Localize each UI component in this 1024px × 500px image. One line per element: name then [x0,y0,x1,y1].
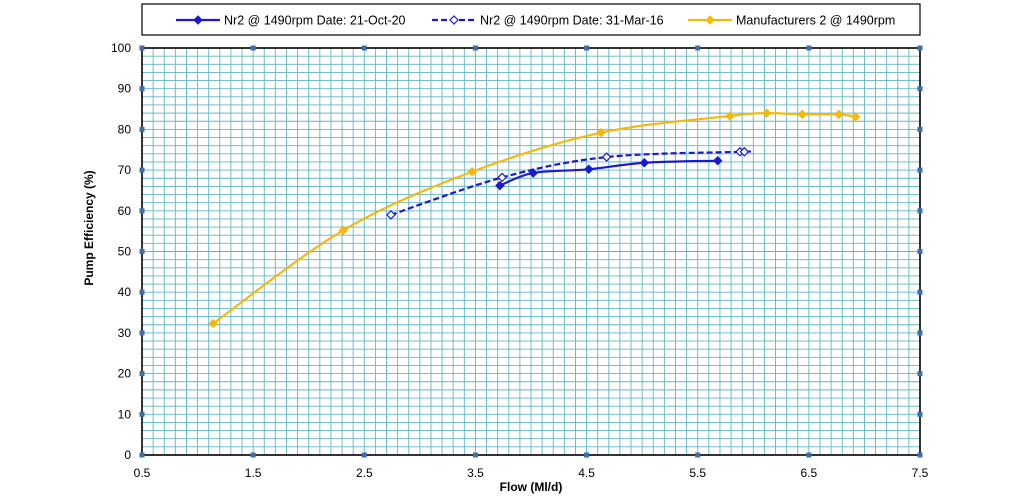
y-axis-title: Pump Efficiency (%) [82,170,96,285]
y-tick-mark-right [917,289,923,295]
y-tick-mark [139,411,145,417]
x-tick-mark-top [361,45,367,51]
data-point [208,318,218,329]
legend-label: Nr2 @ 1490rpm Date: 21-Oct-20 [224,14,406,28]
y-tick-mark-right [917,371,923,377]
y-tick-mark-right [917,167,923,173]
legend-label: Nr2 @ 1490rpm Date: 31-Mar-16 [480,14,664,28]
y-tick-label: 0 [124,448,131,462]
y-tick-label: 90 [118,82,132,96]
y-tick-mark [139,249,145,254]
y-tick-mark-right [917,249,923,254]
data-point [739,146,750,157]
y-tick-mark-right [917,452,923,458]
x-tick-label: 2.5 [356,466,373,480]
data-point [596,127,606,138]
y-tick-mark [139,371,145,377]
y-tick-label: 10 [118,407,132,421]
y-tick-mark-right [917,86,923,92]
y-tick-mark [139,452,145,458]
legend-label: Manufacturers 2 @ 1490rpm [736,14,895,28]
legend-marker [449,15,459,25]
x-tick-mark [250,452,256,458]
legend-item-1: Nr2 @ 1490rpm Date: 21-Oct-20 [176,14,406,28]
x-tick-label: 3.5 [467,466,484,480]
y-tick-mark [139,45,145,51]
series [208,108,861,329]
x-tick-mark [695,452,701,458]
x-tick-mark-top [584,45,590,51]
data-point [797,109,807,120]
data-point [495,180,505,191]
data-point [386,210,396,220]
data-point [467,166,477,177]
y-tick-label: 30 [118,326,132,340]
y-tick-label: 40 [118,285,132,299]
legend-marker [705,15,715,25]
legend: Nr2 @ 1490rpm Date: 21-Oct-20 Nr2 @ 1490r… [141,3,921,36]
x-tick-label: 4.5 [578,466,595,480]
grid [141,47,921,456]
axes: 0.5 1.5 2.5 3.5 4.5 5.5 6.5 7.5 0 10 20 30 40 50 60 70 8… [111,41,929,480]
series-3 [208,108,861,329]
y-tick-mark [139,289,145,295]
data-point [761,108,772,118]
x-tick-mark [806,452,812,458]
data-point [601,152,612,162]
x-tick-label: 1.5 [245,466,262,480]
x-tick-label: 5.5 [689,466,706,480]
y-tick-label: 50 [118,245,132,259]
series-1 [495,155,723,191]
series-2 [386,146,753,220]
y-tick-mark [139,330,145,336]
x-tick-mark [472,452,478,458]
data-point [338,225,348,236]
x-tick-mark [584,452,590,458]
y-tick-label: 80 [118,122,132,136]
x-tick-label: 0.5 [134,466,151,480]
x-tick-label: 6.5 [801,466,818,480]
x-axis-title: Flow (Ml/d) [500,480,563,494]
legend-marker [193,15,203,25]
y-tick-mark [139,86,145,92]
data-point [712,155,723,166]
data-point [497,172,507,183]
y-tick-mark-right [917,45,923,51]
y-tick-mark-right [917,208,923,214]
legend-item-2: Nr2 @ 1490rpm Date: 31-Mar-16 [432,14,664,28]
data-point [850,112,861,122]
y-tick-label: 100 [111,41,131,55]
y-tick-mark-right [917,126,923,132]
x-tick-mark-top [806,45,812,51]
x-tick-mark-top [472,45,478,51]
data-point [725,111,735,121]
data-point [834,109,844,120]
x-tick-mark [361,452,367,458]
x-tick-label: 7.5 [912,466,929,480]
y-tick-mark [139,126,145,132]
data-point [584,164,594,175]
y-tick-label: 70 [118,163,132,177]
y-tick-mark-right [917,411,923,417]
y-tick-mark [139,208,145,214]
data-point [528,168,538,178]
data-point [639,158,650,168]
legend-item-3: Manufacturers 2 @ 1490rpm [688,14,895,28]
y-tick-label: 20 [118,367,132,381]
y-tick-label: 60 [118,204,132,218]
y-tick-mark-right [917,330,923,336]
y-tick-mark [139,167,145,173]
legend-box [141,3,921,36]
x-tick-mark-top [250,45,256,51]
x-tick-mark-top [695,45,701,51]
